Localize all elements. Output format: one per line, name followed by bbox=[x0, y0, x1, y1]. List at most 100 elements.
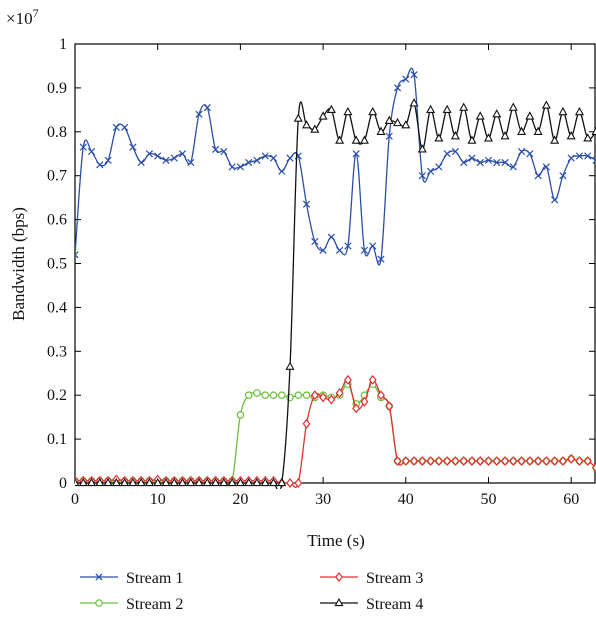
stream-3-point bbox=[418, 456, 427, 467]
stream-1-point bbox=[79, 143, 87, 151]
stream-1-point bbox=[120, 123, 129, 132]
stream-4-point bbox=[302, 120, 312, 129]
stream-4-point bbox=[211, 477, 221, 487]
stream-3-point bbox=[575, 456, 584, 467]
stream-4-point bbox=[128, 477, 138, 487]
stream-1-point bbox=[443, 150, 451, 158]
stream-1-point bbox=[402, 75, 410, 83]
stream-1-point bbox=[170, 154, 178, 162]
stream-4-point bbox=[583, 133, 593, 142]
stream-1-point bbox=[584, 152, 592, 160]
stream-3-point bbox=[343, 374, 352, 385]
stream-4-point bbox=[467, 135, 477, 144]
stream-4-point bbox=[244, 477, 254, 487]
stream-1-point bbox=[377, 255, 385, 263]
stream-4-point bbox=[169, 477, 179, 487]
stream-3-point bbox=[443, 456, 452, 467]
stream-2-point bbox=[294, 391, 303, 400]
legend-item-stream-4: Stream 4 bbox=[320, 596, 423, 613]
stream-4-point bbox=[285, 361, 295, 370]
stream-4-point bbox=[252, 477, 262, 487]
y-tick-label: 0.8 bbox=[47, 124, 67, 141]
stream-3-group bbox=[75, 374, 596, 488]
stream-1-point bbox=[517, 147, 526, 156]
stream-4-point bbox=[120, 477, 130, 487]
stream-1-point bbox=[352, 150, 360, 158]
stream-3-line bbox=[75, 378, 596, 488]
stream-4-point bbox=[574, 106, 584, 116]
stream-3-point bbox=[385, 401, 394, 412]
stream-4-point bbox=[177, 477, 188, 487]
stream-4-point bbox=[103, 477, 113, 487]
y-tick-label: 0.7 bbox=[47, 168, 67, 185]
stream-3-point bbox=[451, 456, 460, 467]
stream-1-point bbox=[418, 172, 426, 180]
legend-item-stream-3: Stream 3 bbox=[320, 570, 423, 587]
stream-1-point bbox=[228, 163, 236, 171]
stream-1-point bbox=[269, 154, 278, 162]
stream-1-point bbox=[451, 147, 460, 156]
stream-1-point bbox=[319, 246, 327, 254]
stream-2-point bbox=[253, 389, 261, 397]
stream-4-point bbox=[161, 477, 171, 487]
stream-1-point bbox=[236, 163, 245, 171]
y-tick-label: 1 bbox=[59, 36, 67, 53]
stream-4-point bbox=[508, 102, 518, 111]
stream-4-point bbox=[351, 135, 361, 144]
legend-label: Stream 2 bbox=[126, 596, 183, 613]
stream-1-point bbox=[203, 104, 211, 112]
stream-1-point bbox=[195, 110, 203, 118]
stream-2-line bbox=[75, 383, 596, 487]
stream-1-point bbox=[245, 158, 253, 167]
stream-4-point bbox=[75, 477, 80, 487]
stream-4-point bbox=[517, 126, 527, 135]
stream-4-point bbox=[417, 144, 427, 153]
stream-1-group bbox=[75, 67, 596, 266]
stream-1-point bbox=[501, 158, 509, 167]
stream-4-point bbox=[335, 135, 345, 144]
stream-4-point bbox=[186, 477, 196, 487]
stream-1-point bbox=[344, 242, 352, 250]
x-tick-label: 10 bbox=[150, 491, 166, 508]
legend-label: Stream 1 bbox=[126, 570, 183, 587]
stream-4-point bbox=[95, 477, 105, 487]
stream-4-point bbox=[483, 133, 494, 142]
x-axis-label: Time (s) bbox=[307, 531, 364, 550]
stream-1-point bbox=[336, 246, 344, 254]
stream-1-point bbox=[476, 158, 484, 167]
stream-3-point bbox=[327, 394, 336, 405]
stream-3-point bbox=[467, 456, 476, 467]
stream-1-point bbox=[302, 200, 311, 208]
stream-4-point bbox=[87, 477, 97, 487]
stream-1-point bbox=[162, 156, 170, 164]
stream-3-point bbox=[368, 374, 377, 385]
stream-4-point bbox=[268, 477, 279, 487]
stream-4-point bbox=[500, 131, 510, 140]
stream-1-point bbox=[435, 163, 443, 171]
stream-4-point bbox=[78, 477, 88, 487]
stream-1-point bbox=[410, 71, 418, 79]
y-tick-label: 0 bbox=[59, 475, 67, 492]
stream-1-point bbox=[311, 237, 319, 246]
stream-3-point bbox=[410, 456, 419, 467]
stream-1-point bbox=[551, 196, 559, 204]
x-tick-label: 50 bbox=[480, 491, 496, 508]
stream-3-point bbox=[492, 456, 501, 467]
y-tick-label: 0.3 bbox=[47, 343, 67, 360]
stream-3-point bbox=[393, 456, 402, 467]
stream-4-point bbox=[450, 131, 460, 140]
stream-3-point bbox=[335, 388, 344, 398]
legend-marker bbox=[334, 597, 344, 607]
stream-4-line bbox=[75, 101, 596, 489]
stream-4-point bbox=[475, 111, 485, 120]
stream-1-point bbox=[137, 158, 145, 167]
stream-4-point bbox=[492, 109, 502, 118]
stream-1-point bbox=[278, 167, 286, 175]
stream-1-point bbox=[484, 156, 493, 164]
stream-4-point bbox=[202, 477, 212, 487]
stream-1-point bbox=[87, 147, 96, 156]
x-tick-label: 0 bbox=[71, 491, 79, 508]
stream-1-point bbox=[129, 143, 137, 151]
stream-1-point bbox=[393, 84, 402, 92]
stream-4-point bbox=[310, 124, 320, 133]
